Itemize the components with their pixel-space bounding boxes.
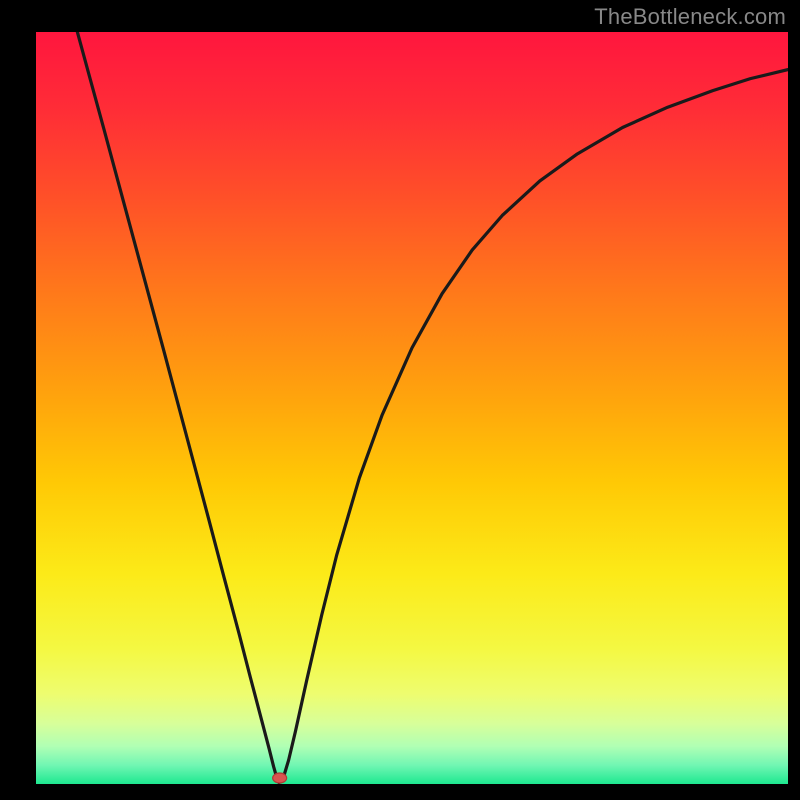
watermark-text: TheBottleneck.com [594,4,786,30]
optimal-point-marker [273,773,287,783]
plot-area [36,32,788,784]
bottleneck-chart-svg [36,32,788,784]
gradient-background [36,32,788,784]
